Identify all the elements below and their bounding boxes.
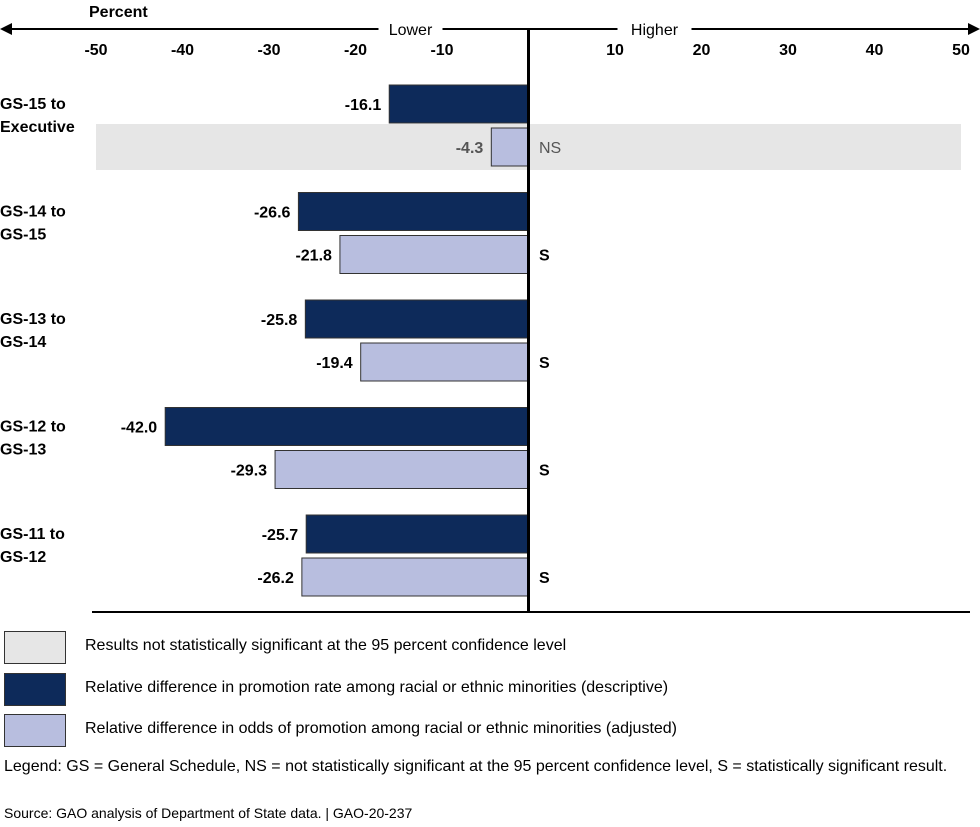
promotion-difference-chart: Percent Lower Higher -50 -40 -30 -20 -10 10 20 30… <box>0 4 980 613</box>
bar-adjusted <box>360 342 529 382</box>
lower-label-bg <box>378 19 443 39</box>
legend-label-ns: Results not statistically significant at… <box>85 637 567 654</box>
legend-label-adjusted: Relative difference in odds of promotion… <box>85 720 678 737</box>
bar-adjusted <box>490 127 529 167</box>
legend-swatch-adjusted <box>4 714 66 747</box>
significance-label: S <box>539 248 550 265</box>
tick-label: 10 <box>606 42 624 59</box>
category-label: GS-13 to <box>0 311 66 328</box>
tick-label: 40 <box>866 42 884 59</box>
data-label: -26.2 <box>257 570 294 587</box>
data-label: -42.0 <box>121 420 158 437</box>
category-label: Executive <box>0 119 75 136</box>
arrow-left-icon <box>0 23 12 35</box>
legend-swatch-ns <box>4 631 66 664</box>
bar-adjusted <box>339 235 529 274</box>
tick-label: 50 <box>952 42 970 59</box>
category-label: GS-15 <box>0 227 46 244</box>
tick-label: -20 <box>344 42 367 59</box>
lower-label: Lower <box>389 22 433 39</box>
bar-descriptive <box>305 514 529 554</box>
source-note: Source: GAO analysis of Department of St… <box>4 805 413 821</box>
arrow-right-icon <box>968 23 980 35</box>
legend-swatch-descriptive <box>4 673 66 706</box>
category-label: GS-14 to <box>0 204 66 221</box>
significance-label: NS <box>539 140 561 157</box>
higher-label: Higher <box>631 22 679 39</box>
significance-label: S <box>539 570 550 587</box>
tick-label: -30 <box>257 42 280 59</box>
data-label: -25.8 <box>261 312 298 329</box>
bar-descriptive <box>388 84 529 124</box>
tick-label: -10 <box>430 42 453 59</box>
category-label: GS-14 <box>0 334 46 351</box>
significance-label: S <box>539 355 550 372</box>
tick-label: 30 <box>779 42 797 59</box>
bars-layer: GS-15 to Executive -16.1 -4.3 NS GS-14 to GS-1… <box>0 30 561 612</box>
data-label: -25.7 <box>262 527 299 544</box>
bar-descriptive <box>164 407 529 446</box>
bar-adjusted <box>274 450 529 489</box>
data-label: -4.3 <box>456 140 484 157</box>
tick-label: 20 <box>693 42 711 59</box>
category-label: GS-12 to <box>0 419 66 436</box>
bar-descriptive <box>304 299 529 339</box>
legend-note: Legend: GS = General Schedule, NS = not … <box>4 758 948 775</box>
data-label: -19.4 <box>316 355 353 372</box>
higher-label-bg <box>617 19 692 39</box>
data-label: -16.1 <box>345 97 382 114</box>
significance-label: S <box>539 463 550 480</box>
category-label: GS-13 <box>0 442 46 459</box>
data-label: -26.6 <box>254 205 291 222</box>
tick-label: -50 <box>84 42 107 59</box>
category-label: GS-15 to <box>0 96 66 113</box>
bar-descriptive <box>297 192 529 231</box>
data-label: -29.3 <box>231 463 268 480</box>
data-label: -21.8 <box>295 248 332 265</box>
bar-adjusted <box>301 557 529 597</box>
legend-label-descriptive: Relative difference in promotion rate am… <box>85 679 669 696</box>
category-label: GS-12 <box>0 549 46 566</box>
unit-label: Percent <box>89 4 148 21</box>
tick-label: -40 <box>171 42 194 59</box>
category-label: GS-11 to <box>0 526 65 543</box>
